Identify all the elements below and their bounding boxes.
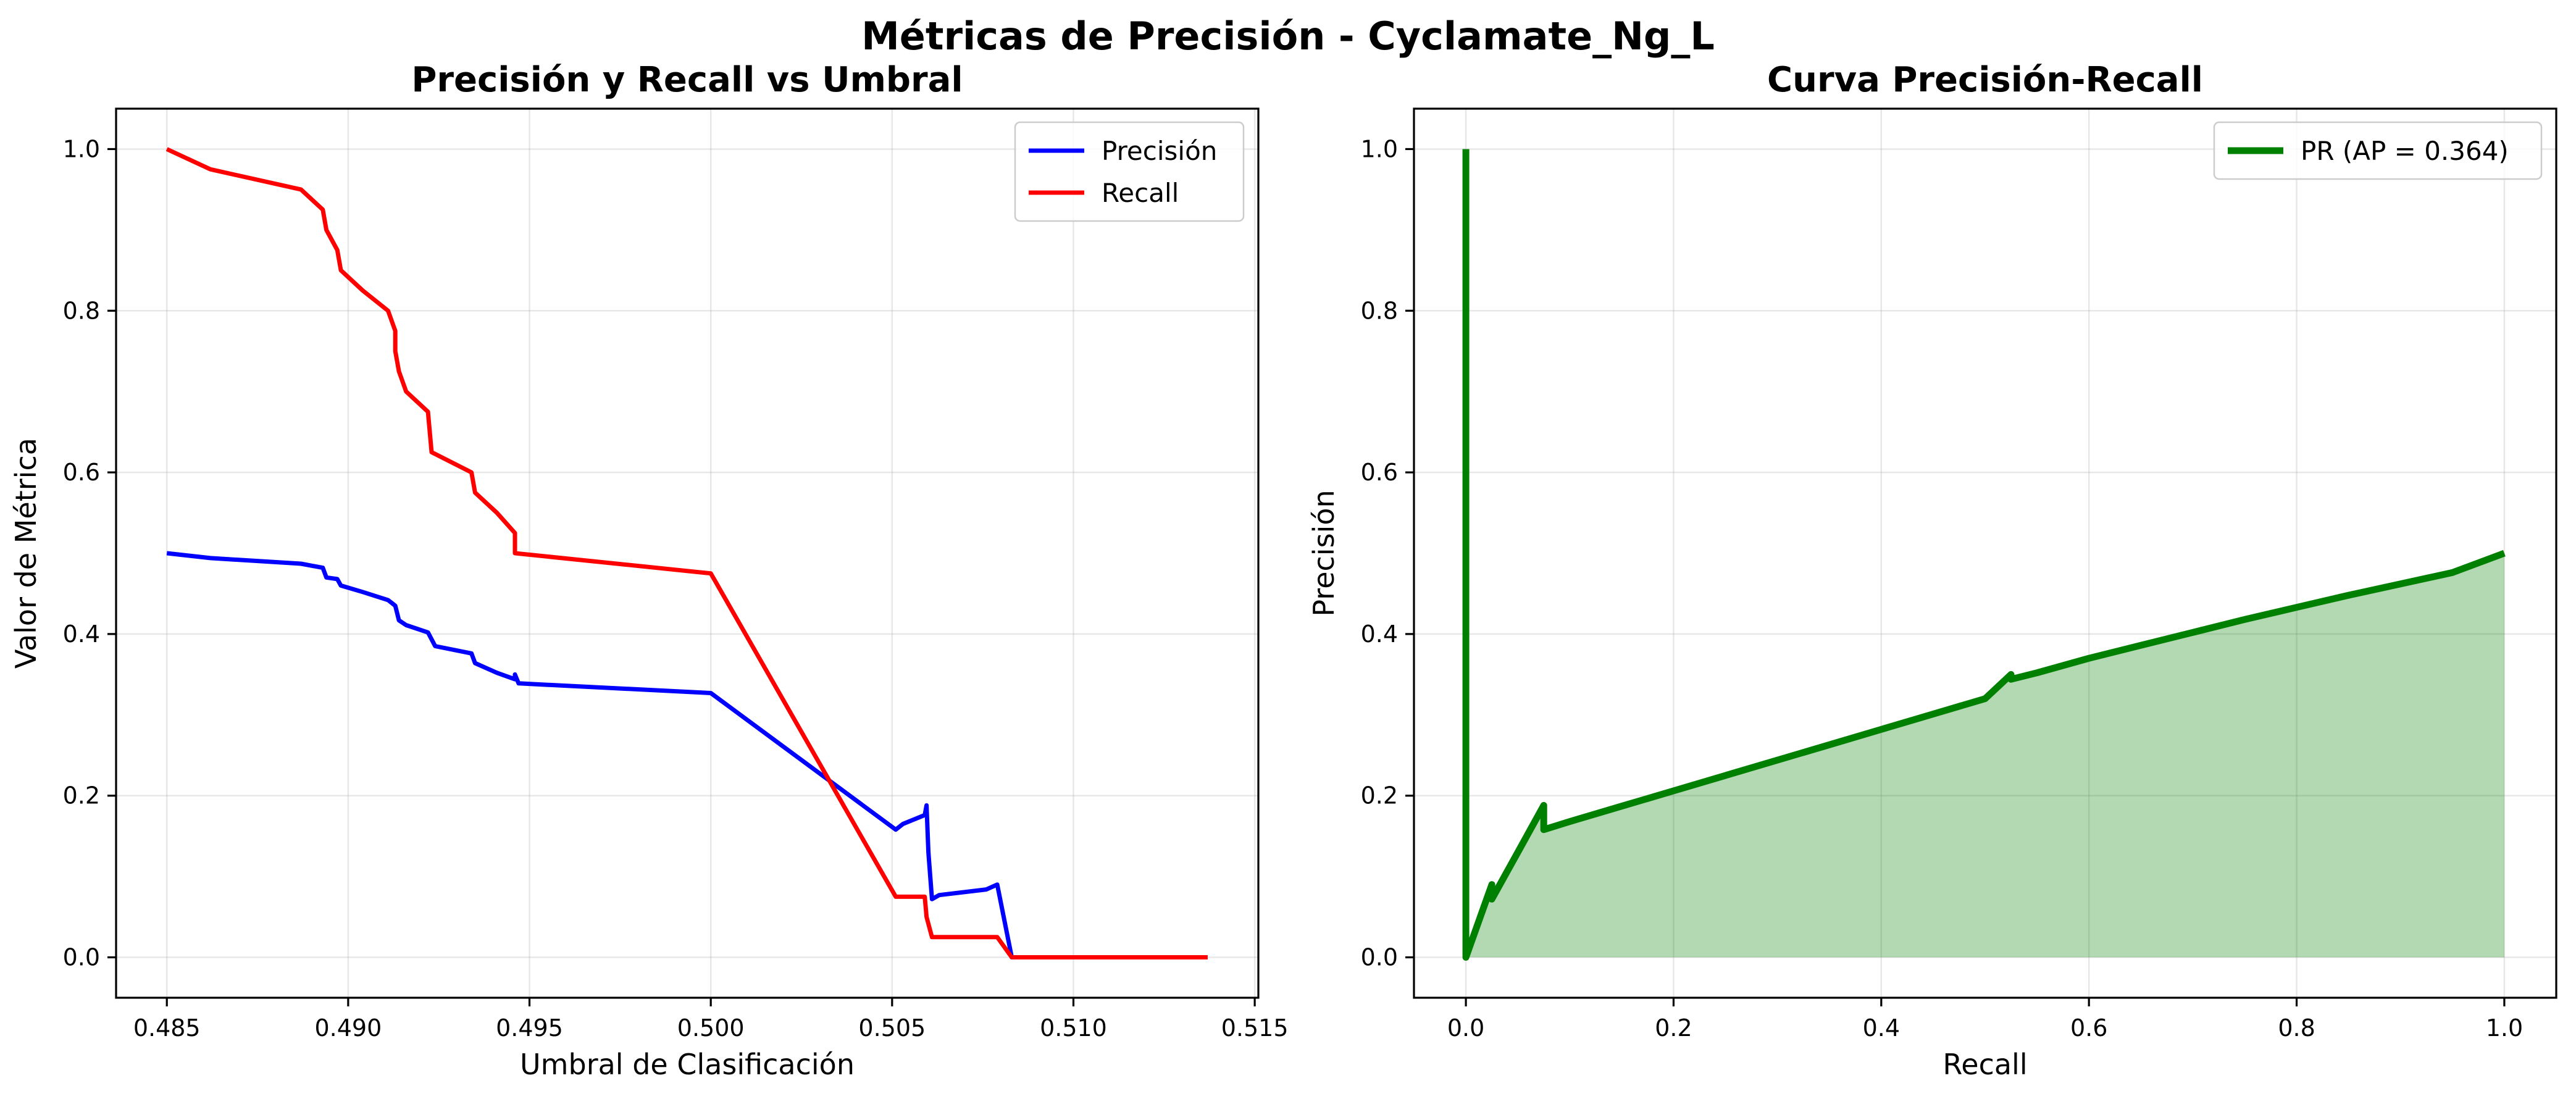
- y-axis-label: Valor de Métrica: [9, 438, 43, 669]
- area-fill: [1466, 553, 2504, 958]
- x-tick-label: 1.0: [2486, 1014, 2523, 1042]
- x-tick-label: 0.495: [496, 1014, 563, 1042]
- y-tick-label: 0.8: [1361, 297, 1398, 324]
- y-tick-label: 1.0: [1361, 135, 1398, 162]
- y-tick-label: 1.0: [63, 135, 100, 162]
- legend: PR (AP = 0.364): [2213, 121, 2543, 180]
- figure-suptitle: Métricas de Precisión - Cyclamate_Ng_L: [861, 14, 1715, 59]
- x-tick-label: 0.500: [677, 1014, 745, 1042]
- x-axis-label: Umbral de Clasificación: [520, 1048, 855, 1081]
- y-tick-label: 0.4: [1361, 621, 1398, 648]
- legend-box: [2213, 121, 2543, 180]
- x-tick-label: 0.510: [1040, 1014, 1107, 1042]
- panel-threshold-metrics: 0.485 0.490 0.495 0.500 0.505 0.510 0.515 0.0 0.…: [9, 60, 1289, 1081]
- x-tick-label: 0.4: [1863, 1014, 1900, 1042]
- axes-frame: [115, 107, 1260, 999]
- legend-label: Precisión: [1102, 136, 1217, 166]
- y-tick-label: 0.2: [1361, 782, 1398, 809]
- x-tick-label: 0.490: [314, 1014, 382, 1042]
- x-tick-label: 0.6: [2070, 1014, 2107, 1042]
- series-line-0: [166, 551, 1208, 959]
- y-tick-label: 0.2: [63, 782, 100, 809]
- x-tick-label: 0.515: [1221, 1014, 1289, 1042]
- y-tick-label: 0.6: [1361, 459, 1398, 486]
- axes-frame: [1413, 107, 2557, 999]
- x-tick-label: 0.505: [858, 1014, 926, 1042]
- x-axis-label: Recall: [1942, 1048, 2027, 1081]
- y-tick-label: 0.6: [63, 459, 100, 486]
- x-tick-label: 0.485: [133, 1014, 201, 1042]
- panel-precision-recall-curve: 0.0 0.2 0.4 0.6 0.8 1.0 0.0 0.2 0.4 0.6 0.8 1.0 Curv…: [1307, 60, 2557, 1081]
- x-tick-label: 0.8: [2278, 1014, 2315, 1042]
- y-tick-label: 0.8: [63, 297, 100, 324]
- y-tick-label: 0.4: [63, 621, 100, 648]
- y-tick-label: 0.0: [63, 944, 100, 971]
- legend-box: [1014, 121, 1245, 222]
- legend: Precisión Recall: [1014, 121, 1245, 222]
- x-tick-label: 0.2: [1655, 1014, 1692, 1042]
- panel-title: Curva Precisión-Recall: [1767, 60, 2203, 100]
- legend-label: Recall: [1102, 178, 1179, 208]
- x-tick-label: 0.0: [1447, 1014, 1484, 1042]
- series-line-0: [1462, 149, 2506, 961]
- y-axis-label: Precisión: [1307, 490, 1340, 616]
- legend-label: PR (AP = 0.364): [2301, 136, 2509, 166]
- y-tick-label: 0.0: [1361, 944, 1398, 971]
- panel-title: Precisión y Recall vs Umbral: [411, 60, 963, 100]
- series-line-1: [165, 147, 1208, 959]
